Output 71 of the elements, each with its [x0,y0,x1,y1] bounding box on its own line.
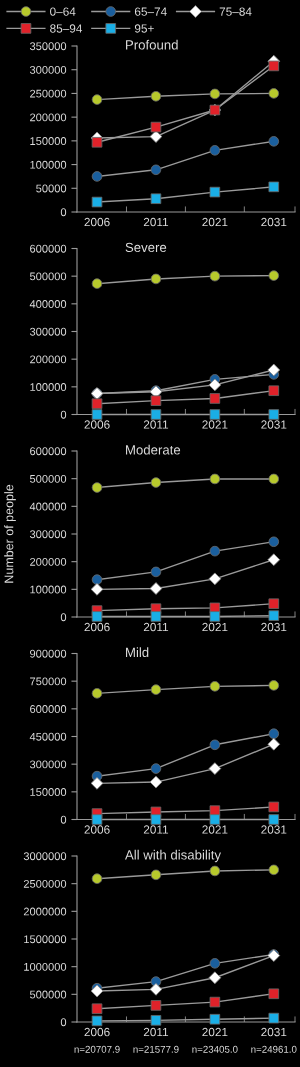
y-tick-label: 400000 [29,502,67,511]
y-tick-label: 200000 [30,113,67,122]
y-tick-label: 100000 [30,585,67,594]
legend-label: 65–74 [134,7,167,16]
x-tick-label: 2021 [202,217,228,227]
y-tick-label: 150000 [30,137,67,145]
x-tick-label: 2031 [261,825,287,834]
y-tick-label: 3000000 [23,852,67,861]
y-tick-label: 200000 [30,557,67,566]
x-tick-label: 2006 [84,217,110,227]
x-tick-label: 2031 [261,1027,287,1037]
x-tick-label: 2011 [143,1027,169,1037]
y-tick-label: 150000 [30,788,67,796]
y-tick-label: 0 [60,1018,67,1027]
text: n=24961.0 [251,1045,297,1053]
y-tick-label: 1500000 [24,935,67,944]
y-tick-label: 0 [60,208,67,217]
y-tick-label: 450000 [29,732,67,741]
y-tick-label: 2000000 [23,907,67,916]
y-tick-label: 400000 [29,300,67,308]
y-tick-label: 50000 [36,184,67,193]
y-tick-label: 350000 [29,42,67,51]
y-tick-label: 100000 [30,160,67,169]
y-tick-label: 100000 [30,383,67,391]
y-tick-label: 250000 [30,89,67,98]
y-tick-label: 500000 [29,272,67,281]
chart-title: Mild [126,647,149,658]
legend-label: 95+ [134,24,154,33]
chart-title: Moderate [126,444,181,455]
y-tick-label: 200000 [30,355,67,364]
y-tick-label: 0 [60,613,67,622]
y-tick-label: 0 [60,815,67,824]
y-axis-title: Number of people [4,484,16,583]
y-tick-label: 1000000 [24,962,67,971]
y-tick-label: 0 [60,410,67,419]
y-tick-label: 600000 [30,244,67,253]
x-tick-label: 2006 [84,622,110,632]
y-tick-label: 300000 [29,760,67,769]
x-tick-label: 2031 [261,622,287,632]
y-tick-label: 500000 [29,990,67,999]
x-tick-label: 2006 [84,420,110,429]
chart-title: Profound [126,39,178,50]
y-tick-label: 600000 [30,705,67,713]
x-tick-label: 2031 [261,217,287,227]
x-tick-label: 2021 [202,825,228,834]
legend-label: 75–84 [219,7,252,16]
text: n=23405.0 [192,1045,238,1053]
text: n=20707.9 [74,1045,120,1053]
x-tick-label: 2011 [143,217,169,227]
chart-title: Severe [125,242,167,253]
x-tick-label: 2011 [143,825,169,834]
x-tick-label: 2021 [202,420,228,429]
x-tick-label: 2011 [143,420,169,429]
x-tick-label: 2021 [202,1027,228,1037]
y-tick-label: 300000 [29,65,67,74]
x-tick-label: 2031 [261,420,287,429]
chart-title: All with disability [124,849,221,863]
text: n=21577.9 [133,1045,179,1053]
y-tick-label: 2500000 [23,879,67,888]
y-tick-label: 600000 [30,447,67,456]
y-tick-label: 900000 [30,649,67,658]
x-tick-label: 2006 [84,1027,110,1037]
legend-label: 85–94 [50,24,83,33]
y-tick-label: 750000 [30,677,67,686]
legend-label: 0–64 [50,7,76,16]
x-tick-label: 2006 [84,825,110,834]
x-tick-label: 2021 [202,622,228,632]
y-tick-label: 300000 [29,530,67,539]
y-tick-label: 300000 [29,327,67,336]
x-tick-label: 2011 [143,622,169,632]
y-tick-label: 500000 [29,474,67,483]
